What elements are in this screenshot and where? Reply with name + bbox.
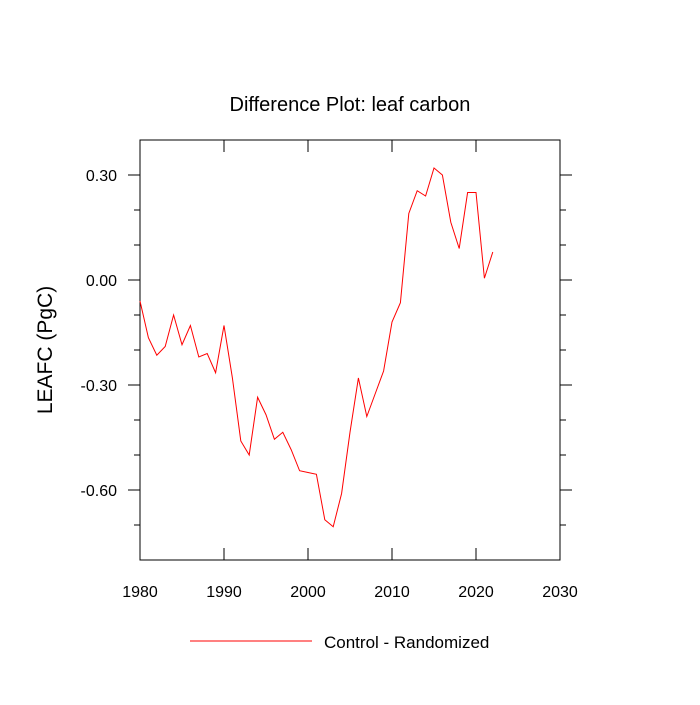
legend-label: Control - Randomized xyxy=(324,633,489,652)
x-tick-label: 1990 xyxy=(206,584,242,601)
y-axis-label: LEAFC (PgC) xyxy=(34,286,57,414)
chart-title: Difference Plot: leaf carbon xyxy=(230,94,471,116)
x-tick-label: 2000 xyxy=(290,584,326,601)
y-tick-label: 0.30 xyxy=(86,168,117,185)
series-layer xyxy=(139,167,494,528)
y-tick-label: -0.30 xyxy=(81,378,118,395)
x-tick-label: 2030 xyxy=(542,584,578,601)
x-tick-label: 1980 xyxy=(122,584,158,601)
series-line-0 xyxy=(139,167,494,528)
x-tick-label: 2020 xyxy=(458,584,494,601)
axes-layer: 1980 1990 2000 2010 2020 2030 0.30 0.00 -0.30 -0.… xyxy=(81,140,578,601)
x-tick-label: 2010 xyxy=(374,584,410,601)
plot-frame xyxy=(139,139,561,561)
y-tick-label: 0.00 xyxy=(86,273,117,290)
legend: Control - Randomized xyxy=(190,633,489,652)
y-tick-label: -0.60 xyxy=(81,483,118,500)
